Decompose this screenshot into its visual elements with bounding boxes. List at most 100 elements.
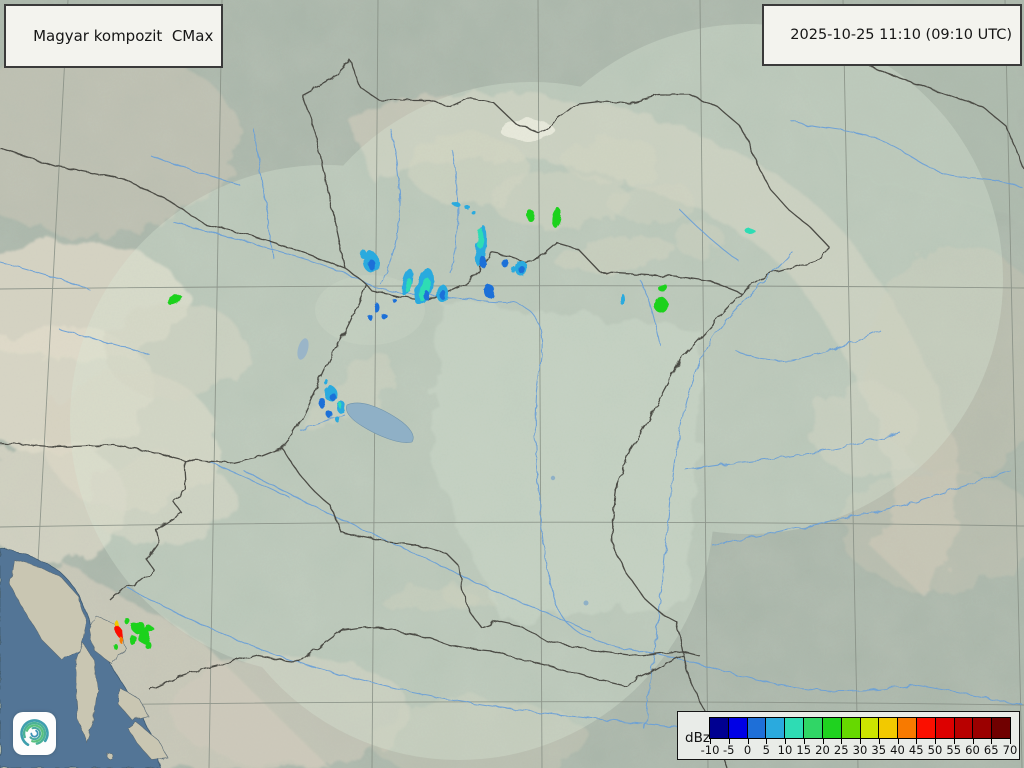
radar-echo (138, 628, 150, 644)
dbz-color-cell (953, 718, 973, 738)
dbz-tick-value: 40 (890, 743, 905, 757)
radar-echo-layer (113, 202, 755, 649)
dbz-color-cell (765, 718, 785, 738)
lakes (297, 338, 589, 606)
radar-echo (527, 210, 535, 222)
radar-echo (745, 228, 755, 234)
dbz-tick-value: 20 (815, 743, 830, 757)
dbz-tick-value: 65 (983, 743, 999, 757)
radar-echo (382, 314, 388, 320)
timestamp-panel: 2025-10-25 11:10 (09:10 UTC) (761, 4, 1022, 67)
radar-echo (324, 379, 328, 385)
dbz-color-cell (972, 718, 992, 738)
dbz-tick (747, 739, 749, 744)
radar-echo (338, 402, 342, 408)
radar-echo (440, 290, 446, 300)
dbz-color-cell (859, 718, 879, 738)
radar-echo (476, 228, 484, 248)
met-service-spiral-logo (13, 712, 56, 755)
dbz-tick-value: 70 (1002, 743, 1018, 757)
dbz-tick-value: 10 (777, 743, 793, 757)
adriatic-islands (9, 559, 169, 761)
river-danube-upper (172, 221, 542, 331)
radar-echo (464, 205, 470, 209)
radar-echo (654, 297, 668, 313)
dbz-tick-value: 0 (743, 743, 752, 757)
dbz-tick (991, 739, 993, 744)
dbz-color-cell (821, 718, 841, 738)
dbz-tick-value: 55 (946, 743, 962, 757)
dbz-color-cell (991, 718, 1010, 738)
dbz-color-cell (746, 718, 766, 738)
radar-echo (368, 260, 376, 270)
dbz-tick (878, 739, 880, 744)
radar-echo (452, 202, 460, 206)
product-label-panel: Magyar kompozit CMax (4, 4, 224, 69)
dbz-color-cell (710, 718, 728, 738)
lake-balaton (346, 402, 414, 443)
dbz-tick-value: 15 (796, 743, 812, 757)
dbz-color-cell (934, 718, 954, 738)
dbz-tick (897, 739, 899, 744)
dbz-tick (728, 739, 730, 744)
dbz-tick (935, 739, 936, 744)
lake-neusiedl (297, 338, 309, 360)
radar-echo (392, 298, 396, 302)
radar-echo (621, 294, 625, 306)
radar-echo (124, 618, 130, 624)
dbz-color-cell (784, 718, 804, 738)
dbz-tick (841, 739, 843, 744)
dbz-tick (916, 739, 918, 744)
radar-echo (480, 256, 486, 268)
radar-echo (501, 259, 509, 267)
product-label: Magyar kompozit CMax (33, 26, 214, 45)
dbz-tick (860, 739, 861, 744)
dbz-colorbar (709, 717, 1011, 739)
radar-echo (167, 295, 183, 305)
dbz-color-cell (727, 718, 747, 738)
radar-echo (129, 635, 137, 645)
radar-echo (318, 398, 326, 408)
river-drava (242, 469, 593, 634)
radar-echo (113, 643, 117, 649)
dbz-legend: dBz -10 -5 0 5 10 15 20 25 30 35 40 45 50 55 60 65 70 (677, 711, 1020, 760)
river-danube-lower (534, 329, 1024, 706)
radar-echo (330, 393, 336, 401)
dbz-tick (953, 739, 955, 744)
radar-echo (146, 626, 154, 632)
dbz-tick-value: 5 (762, 743, 770, 757)
radar-echo (404, 278, 412, 292)
radar-echo (519, 266, 525, 274)
dbz-tick-value: 35 (871, 743, 887, 757)
dbz-tick (1010, 739, 1011, 744)
rivers (0, 119, 1024, 731)
dbz-tick (803, 739, 805, 744)
dbz-tick (972, 739, 974, 744)
dbz-tick (766, 739, 768, 744)
dbz-tick-value: 60 (965, 743, 980, 757)
river-tisza (644, 251, 794, 731)
radar-echo (657, 283, 667, 291)
radar-echo (114, 620, 120, 628)
dbz-tick-value: -5 (723, 743, 735, 757)
radar-echo (472, 211, 476, 215)
radar-echo (510, 266, 516, 272)
dbz-tick-value: 30 (852, 743, 868, 757)
dbz-color-cell (897, 718, 916, 738)
dbz-color-cell (915, 718, 935, 738)
radar-echo (424, 291, 430, 301)
radar-echo (118, 636, 124, 644)
dbz-color-cell (840, 718, 860, 738)
dbz-tick (785, 739, 786, 744)
dbz-color-cell (878, 718, 898, 738)
river-sava (127, 587, 716, 731)
radar-echo (374, 303, 380, 313)
radar-echo (369, 315, 373, 321)
dbz-tick (710, 739, 711, 744)
timestamp-text: 2025-10-25 11:10 (09:10 UTC) (790, 27, 1012, 44)
dbz-unit-label: dBz (685, 730, 710, 746)
